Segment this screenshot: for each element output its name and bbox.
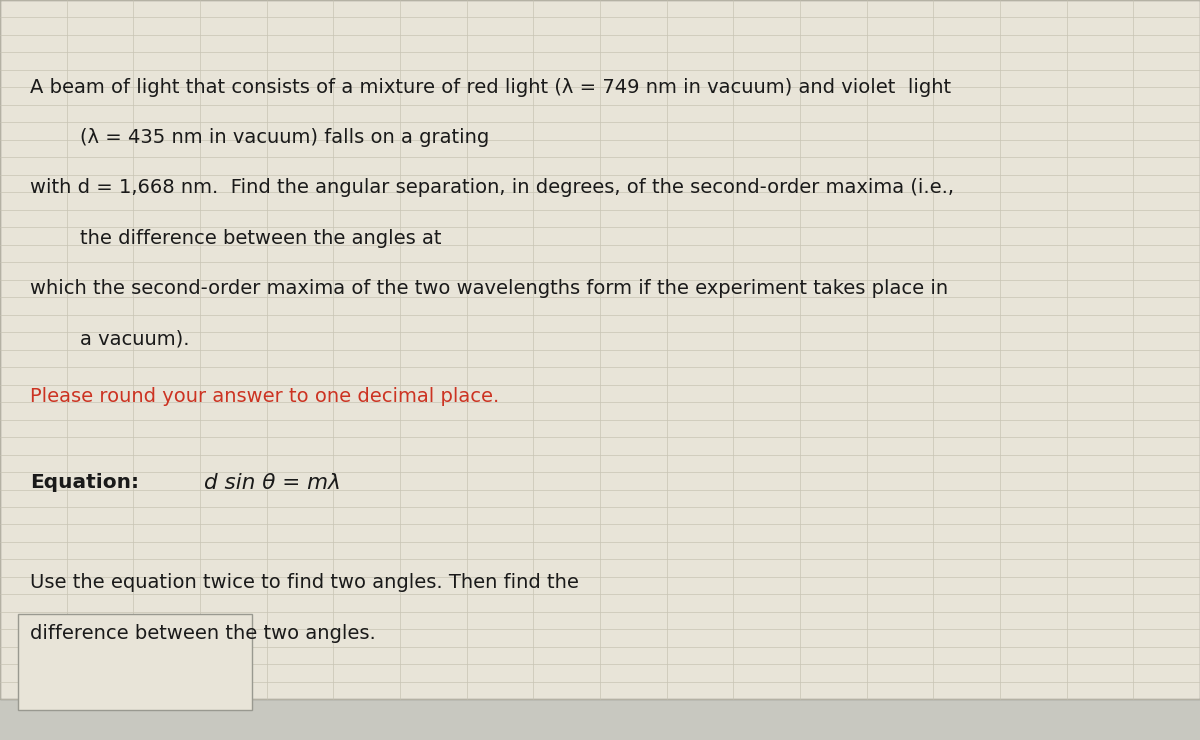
Text: Use the equation twice to find two angles. Then find the: Use the equation twice to find two angle… [30,574,578,592]
Text: difference between the two angles.: difference between the two angles. [30,624,376,642]
FancyBboxPatch shape [0,0,1200,33]
Text: the difference between the angles at: the difference between the angles at [30,229,442,248]
Text: d sin θ = mλ: d sin θ = mλ [204,473,341,493]
FancyBboxPatch shape [18,614,252,710]
Text: with d = 1,668 nm.  Find the angular separation, in degrees, of the second-order: with d = 1,668 nm. Find the angular sepa… [30,178,954,198]
FancyBboxPatch shape [0,0,1200,699]
Text: Equation:: Equation: [30,473,139,491]
Text: Please round your answer to one decimal place.: Please round your answer to one decimal … [30,387,499,406]
Text: (λ = 435 nm in vacuum) falls on a grating: (λ = 435 nm in vacuum) falls on a gratin… [30,128,490,147]
Text: which the second-order maxima of the two wavelengths form if the experiment take: which the second-order maxima of the two… [30,279,948,298]
Text: A beam of light that consists of a mixture of red light (λ = 749 nm in vacuum) a: A beam of light that consists of a mixtu… [30,78,952,97]
Text: a vacuum).: a vacuum). [30,329,190,349]
